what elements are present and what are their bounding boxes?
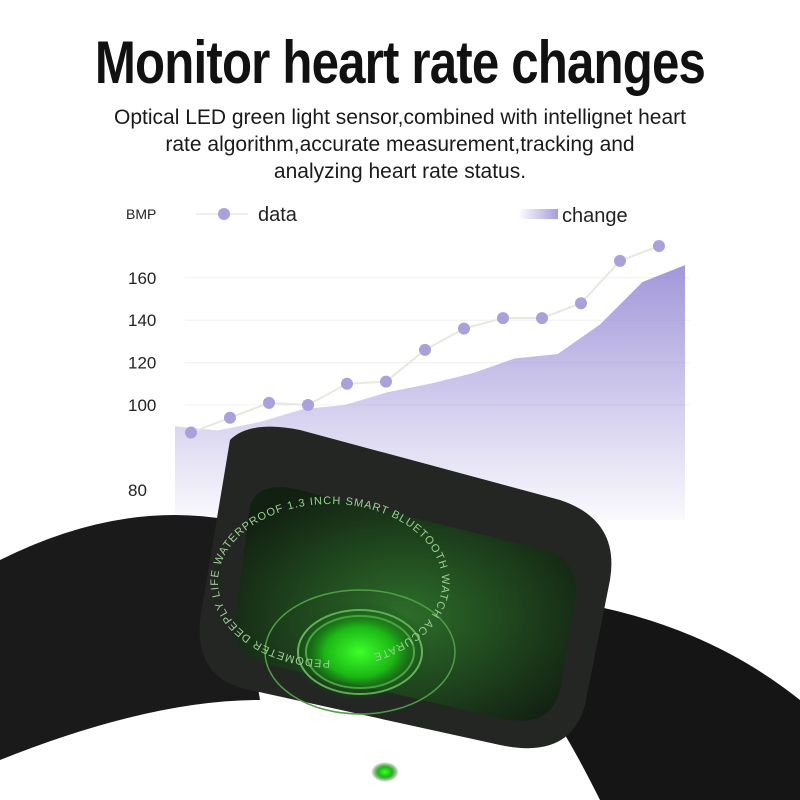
watch-band-left [0, 515, 260, 760]
y-tick-label: 100 [128, 396, 156, 415]
sensor-ring [264, 589, 456, 715]
data-point [380, 375, 392, 388]
y-tick-label: 120 [128, 354, 156, 373]
data-point [653, 240, 665, 252]
y-axis-label: BMP [126, 206, 156, 222]
page-title: Monitor heart rate changes [94, 29, 706, 96]
data-point [575, 297, 587, 310]
subtitle-line: rate algorithm,accurate measurement,trac… [165, 133, 635, 156]
data-point [341, 377, 353, 390]
data-point [497, 312, 509, 325]
green-led-sensor [290, 602, 430, 702]
data-point [263, 396, 275, 409]
legend-change-swatch [518, 209, 558, 219]
data-point [302, 399, 314, 411]
y-tick-label: 160 [128, 269, 156, 288]
smartwatch: PEDOMETER DEEPLY LIFE WATERPROOF 1.3 INC… [0, 426, 800, 800]
green-light-reflection [371, 762, 399, 782]
legend-data-marker [218, 208, 230, 220]
subtitle-line: Optical LED green light sensor,combined … [114, 106, 686, 129]
data-point [185, 426, 197, 439]
data-point [419, 343, 431, 356]
subtitle: Optical LED green light sensor,combined … [60, 104, 740, 185]
data-point [458, 322, 470, 335]
legend-data-label: data [258, 204, 298, 226]
subtitle-line: analyzing heart rate status. [273, 160, 527, 183]
watch-band-right [540, 600, 800, 800]
y-tick-label: 140 [128, 311, 156, 330]
legend-change-label: change [562, 205, 628, 227]
y-tick-label: 80 [128, 481, 147, 500]
data-point [614, 254, 626, 267]
data-point [224, 411, 236, 424]
data-point [536, 312, 548, 325]
